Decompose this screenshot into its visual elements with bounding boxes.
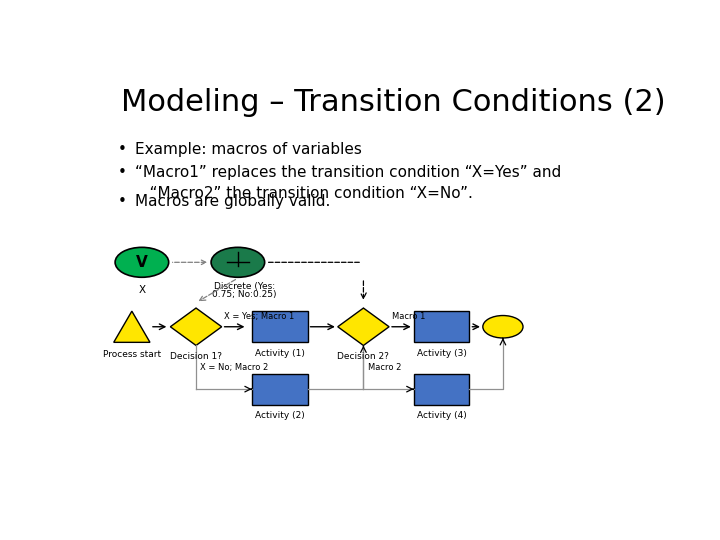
Polygon shape [338, 308, 389, 346]
Text: Decision 1?: Decision 1? [170, 352, 222, 361]
Text: Modeling – Transition Conditions (2): Modeling – Transition Conditions (2) [121, 87, 665, 117]
Polygon shape [171, 308, 222, 346]
Ellipse shape [115, 247, 168, 277]
Text: V: V [136, 255, 148, 270]
Bar [413, 311, 469, 342]
Bar [252, 374, 307, 404]
Text: Macro 2: Macro 2 [368, 363, 401, 372]
Text: Activity (2): Activity (2) [255, 411, 305, 420]
Text: 0.75; No:0.25): 0.75; No:0.25) [212, 290, 276, 299]
Text: •: • [118, 194, 127, 208]
Text: •: • [118, 141, 127, 157]
Text: Process start: Process start [103, 350, 161, 359]
Text: X = Yes; Macro 1: X = Yes; Macro 1 [225, 312, 294, 321]
Ellipse shape [211, 247, 265, 277]
Text: Decision 2?: Decision 2? [338, 352, 390, 361]
Text: Activity (4): Activity (4) [417, 411, 467, 420]
Bar [413, 374, 469, 404]
Ellipse shape [483, 315, 523, 338]
Text: “Macro1” replaces the transition condition “X=Yes” and
   “Macro2” the transitio: “Macro1” replaces the transition conditi… [135, 165, 561, 200]
Text: Macro 1: Macro 1 [392, 312, 426, 321]
Bar [252, 311, 307, 342]
Polygon shape [114, 311, 150, 342]
Text: X: X [138, 285, 145, 295]
Text: Discrete (Yes:: Discrete (Yes: [214, 282, 275, 291]
Text: X = No; Macro 2: X = No; Macro 2 [200, 363, 269, 372]
Text: Activity (3): Activity (3) [417, 349, 467, 358]
Text: Macros are globally valid.: Macros are globally valid. [135, 194, 330, 208]
Text: Activity (1): Activity (1) [255, 349, 305, 358]
Text: •: • [118, 165, 127, 180]
Text: Example: macros of variables: Example: macros of variables [135, 141, 361, 157]
